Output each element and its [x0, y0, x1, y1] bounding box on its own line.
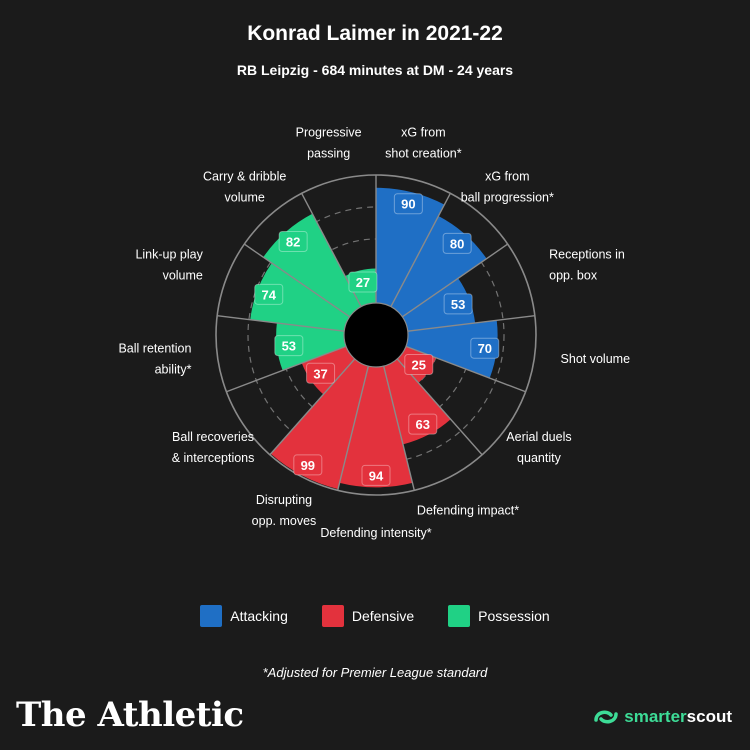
value-badge-2 [443, 293, 473, 315]
spoke-7 [337, 365, 370, 491]
category-label-4: Aerial duels quantity [506, 430, 571, 465]
the-athletic-logo: The Athletic [16, 695, 244, 735]
wedge-9 [276, 322, 347, 371]
category-label-line: opp. moves [252, 514, 317, 528]
legend-swatch-defensive [321, 605, 344, 627]
category-label-line: ball progression* [461, 190, 554, 204]
category-label-line: Defending intensity* [320, 526, 431, 540]
category-label-line: quantity [517, 451, 562, 465]
category-label-8: Ball recoveries & interceptions [172, 430, 255, 465]
spoke-5 [396, 358, 483, 456]
value-label-3: 70 [478, 341, 492, 356]
smarterscout-logo: smarterscout [593, 706, 732, 728]
legend-label-defensive: Defensive [351, 608, 415, 624]
category-label-line: Aerial duels [506, 430, 571, 444]
value-badge-12 [348, 271, 378, 293]
category-label-line: volume [225, 190, 265, 204]
category-label-line: shot creation* [385, 146, 462, 160]
value-label-11: 82 [286, 234, 300, 249]
wedge-3 [405, 320, 498, 379]
category-label-line: opp. box [549, 268, 598, 282]
value-badge-8 [306, 362, 336, 384]
category-label-1: xG from ball progression* [461, 169, 554, 204]
value-badge-4 [404, 354, 434, 376]
value-badge-11 [278, 230, 308, 252]
value-label-5: 63 [416, 417, 430, 432]
category-label-line: Disrupting [256, 493, 312, 507]
category-label-9: Ball retention ability* [118, 341, 191, 376]
value-label-2: 53 [451, 297, 465, 312]
value-label-1: 80 [450, 236, 464, 251]
value-label-0: 90 [401, 197, 415, 212]
value-badge-0 [393, 193, 423, 215]
category-label-line: xG from [485, 169, 529, 183]
category-label-6: Defending intensity* [320, 526, 431, 540]
category-label-0: xG from shot creation* [385, 125, 462, 160]
category-label-line: xG from [401, 125, 445, 139]
value-label-12: 27 [356, 275, 370, 290]
value-label-6: 94 [369, 468, 384, 483]
value-label-10: 74 [262, 287, 277, 302]
legend-label-possession: Possession [478, 608, 550, 624]
value-badge-1 [442, 232, 472, 254]
value-badge-10 [254, 283, 284, 305]
legend: Attacking Defensive Possession [0, 605, 750, 627]
category-label-11: Carry & dribble volume [203, 169, 286, 204]
category-label-line: Shot volume [561, 352, 631, 366]
value-badge-5 [408, 413, 438, 435]
footnote: *Adjusted for Premier League standard [262, 665, 488, 680]
spoke-10 [217, 315, 345, 332]
category-label-12: Progressive passing [296, 125, 362, 160]
wedge-0 [376, 187, 445, 307]
category-label-line: Ball recoveries [172, 430, 254, 444]
brand-smarter: smarter [624, 707, 687, 726]
category-label-line: Carry & dribble [203, 169, 286, 183]
category-label-line: Link-up play [135, 247, 203, 261]
spoke-3 [407, 315, 535, 332]
center-hole [343, 302, 409, 368]
category-label-line: passing [307, 146, 350, 160]
category-label-7: Disrupting opp. moves [252, 493, 317, 528]
value-badge-6 [361, 464, 391, 486]
spoke-8 [269, 358, 356, 456]
category-label-5: Defending impact* [417, 503, 519, 517]
wedge-6 [339, 366, 413, 488]
category-label-10: Link-up play volume [135, 247, 203, 282]
category-label-3: Shot volume [561, 352, 631, 366]
category-label-line: Receptions in [549, 247, 625, 261]
category-label-line: Defending impact* [417, 503, 519, 517]
value-label-7: 99 [301, 458, 315, 473]
smarterscout-logo-icon [593, 706, 619, 728]
value-label-4: 25 [412, 358, 426, 373]
value-badge-7 [293, 454, 323, 476]
wedge-10 [250, 263, 350, 332]
spoke-4 [405, 345, 526, 393]
spoke-6 [382, 365, 415, 491]
spoke-2 [401, 243, 509, 318]
category-label-2: Receptions in opp. box [549, 247, 625, 282]
value-badge-3 [470, 337, 500, 359]
legend-item-possession: Possession [448, 605, 550, 627]
legend-swatch-attacking [200, 605, 223, 627]
spoke-11 [243, 243, 351, 318]
value-label-9: 53 [282, 339, 296, 354]
category-label-line: Ball retention [118, 341, 191, 355]
legend-swatch-possession [448, 605, 471, 627]
spoke-1 [390, 193, 451, 307]
value-label-8: 37 [313, 366, 327, 381]
chart-subtitle: RB Leipzig - 684 minutes at DM - 24 year… [236, 62, 514, 78]
spoke-9 [226, 345, 347, 393]
legend-item-defensive: Defensive [321, 605, 415, 627]
value-badge-9 [274, 335, 304, 357]
category-label-line: Progressive [296, 125, 362, 139]
legend-item-attacking: Attacking [200, 605, 288, 627]
wedge-2 [402, 278, 476, 332]
category-label-line: volume [163, 268, 203, 282]
legend-label-attacking: Attacking [230, 608, 288, 624]
category-label-line: ability* [155, 362, 192, 376]
category-label-line: & interceptions [172, 451, 255, 465]
brand-scout: scout [686, 707, 732, 726]
chart-title: Konrad Laimer in 2021-22 [247, 22, 503, 45]
